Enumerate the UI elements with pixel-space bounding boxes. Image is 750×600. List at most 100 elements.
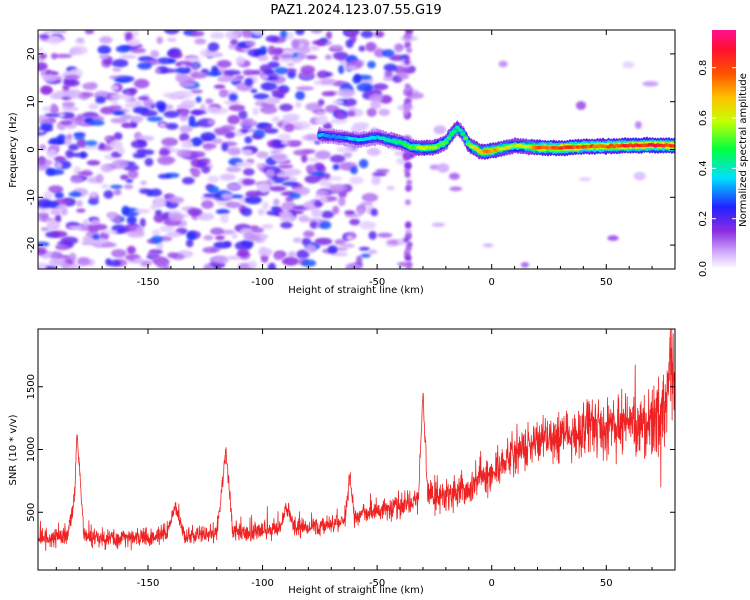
heatmap-cell xyxy=(156,36,163,45)
heatmap-cell xyxy=(110,184,123,189)
heatmap-cell xyxy=(243,168,255,176)
heatmap-cell xyxy=(245,40,256,47)
top-x-tick-label: 50 xyxy=(600,277,613,288)
heatmap-cell xyxy=(244,195,262,205)
heatmap-cell xyxy=(235,56,245,66)
heatmap-cell xyxy=(271,116,280,123)
heatmap-cell xyxy=(95,173,104,184)
heatmap-cell xyxy=(305,102,323,112)
heatmap-cell xyxy=(159,122,166,128)
heatmap-cell xyxy=(314,237,333,246)
heatmap-cell xyxy=(404,199,411,206)
heatmap-cell xyxy=(316,40,326,46)
heatmap-cell xyxy=(113,188,122,196)
heatmap-cell xyxy=(330,118,348,124)
heatmap-cell xyxy=(245,190,261,198)
heatmap-cell xyxy=(404,41,411,48)
heatmap-cell xyxy=(309,221,318,229)
heatmap-cell xyxy=(181,140,194,149)
heatmap-cell xyxy=(328,176,343,181)
heatmap-cell xyxy=(482,243,494,248)
heatmap-cell xyxy=(42,191,53,201)
heatmap-cell xyxy=(150,235,163,244)
heatmap-cell xyxy=(346,110,356,117)
bottom-x-tick-label: 0 xyxy=(489,578,495,589)
heatmap-cell xyxy=(90,218,101,226)
heatmap-cell xyxy=(64,74,81,80)
heatmap-cell xyxy=(210,31,225,40)
heatmap-cell xyxy=(305,157,319,162)
heatmap-cell xyxy=(368,231,377,240)
heatmap-cell xyxy=(345,39,354,49)
heatmap-cell xyxy=(382,76,395,81)
heatmap-cell xyxy=(70,175,84,184)
heatmap-ridge xyxy=(317,120,675,160)
heatmap-cell xyxy=(238,110,248,120)
heatmap-cell xyxy=(343,65,357,71)
heatmap-cell xyxy=(231,233,238,239)
heatmap-cell xyxy=(252,70,262,75)
heatmap-cell xyxy=(293,186,310,196)
snr-panel: -150 -100 -50 0 50 500 1000 1500 Height of str… xyxy=(8,328,676,596)
heatmap-cell xyxy=(38,198,52,208)
heatmap-cell xyxy=(343,151,353,159)
heatmap-cell xyxy=(191,137,203,147)
heatmap-cell xyxy=(215,208,230,215)
heatmap-cell xyxy=(110,117,128,124)
heatmap-cell xyxy=(176,104,194,109)
heatmap-cell xyxy=(199,104,207,113)
heatmap-cell xyxy=(257,54,269,62)
heatmap-cell xyxy=(267,45,276,56)
heatmap-cell xyxy=(405,228,412,235)
bottom-y-tick-label: 500 xyxy=(26,503,37,522)
heatmap-cell xyxy=(66,264,82,269)
heatmap-cell xyxy=(271,154,287,161)
heatmap-cell xyxy=(207,42,220,52)
heatmap-ridge-cell xyxy=(460,132,466,136)
heatmap-cell xyxy=(154,209,163,216)
heatmap-cell xyxy=(121,205,130,215)
heatmap-cell xyxy=(221,192,233,200)
bottom-y-tick-label: 1500 xyxy=(26,374,37,399)
colorbar-tick-label: 0.8 xyxy=(698,60,709,76)
heatmap-cell xyxy=(135,225,144,234)
heatmap-cell xyxy=(112,67,122,72)
heatmap-cell xyxy=(99,142,105,150)
heatmap-cell xyxy=(191,151,206,158)
top-y-tick-label: 10 xyxy=(26,95,37,108)
heatmap-cell xyxy=(244,150,252,156)
heatmap-cell xyxy=(278,210,293,218)
heatmap-cell xyxy=(325,31,333,40)
heatmap-cell xyxy=(38,47,44,52)
heatmap-cell xyxy=(575,101,587,110)
heatmap-cell xyxy=(357,207,364,216)
heatmap-cell xyxy=(142,98,154,107)
heatmap-cell xyxy=(404,98,411,105)
heatmap-cell xyxy=(334,239,346,245)
heatmap-cell xyxy=(359,220,376,230)
heatmap-cell xyxy=(224,69,241,76)
heatmap-cell xyxy=(398,72,410,80)
bottom-x-tick-label: -50 xyxy=(369,578,385,589)
heatmap-cell xyxy=(179,125,193,133)
heatmap-cell xyxy=(403,110,409,116)
heatmap-cell xyxy=(54,192,64,199)
heatmap-cell xyxy=(264,125,272,130)
heatmap-cell xyxy=(189,110,207,115)
heatmap-cell xyxy=(108,259,121,267)
heatmap-cell xyxy=(146,116,163,122)
heatmap-cell xyxy=(281,181,299,187)
heatmap-cell xyxy=(405,264,412,269)
heatmap-cell xyxy=(175,72,189,83)
snr-series-line xyxy=(38,329,675,551)
snr-line xyxy=(38,329,675,551)
heatmap-cell xyxy=(301,237,312,246)
heatmap-cell xyxy=(281,201,297,212)
heatmap-cell xyxy=(58,112,65,118)
heatmap-cell xyxy=(157,155,175,166)
heatmap-cell xyxy=(139,218,146,228)
heatmap-cell xyxy=(166,231,182,238)
heatmap-cell xyxy=(272,55,281,61)
heatmap-cell xyxy=(301,259,317,267)
heatmap-cell xyxy=(70,45,88,56)
